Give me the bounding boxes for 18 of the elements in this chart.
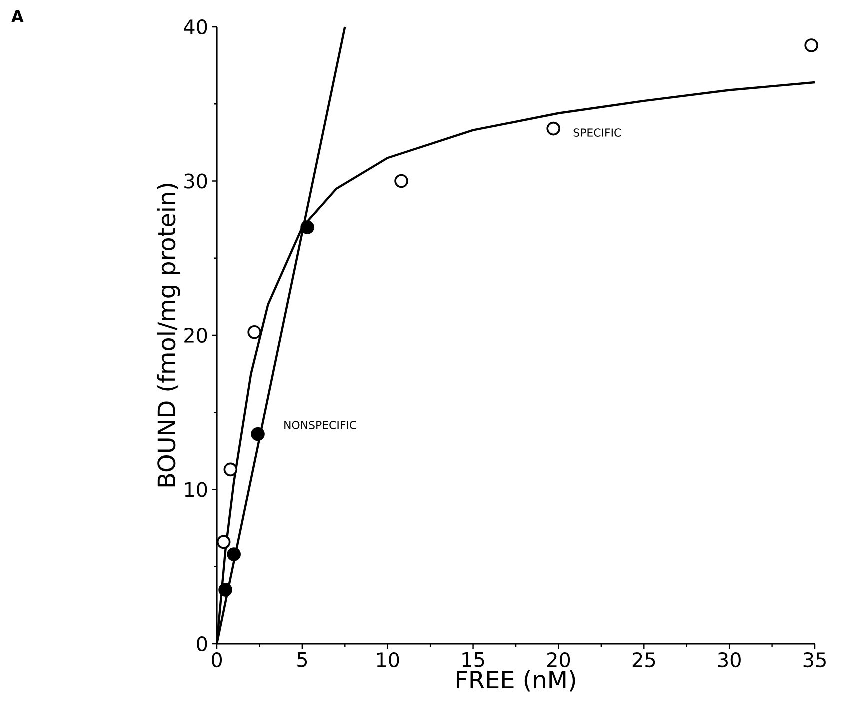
- series-label: SPECIFIC: [574, 128, 622, 137]
- y-tick-label: 30: [184, 174, 208, 189]
- x-tick-label: 5: [298, 652, 308, 668]
- x-tick-label: 25: [632, 652, 656, 668]
- y-axis-title: BOUND (fmol/mg protein): [157, 184, 180, 487]
- x-tick-label: 10: [377, 652, 400, 668]
- x-axis-title: FREE (nM): [457, 670, 576, 692]
- x-tick-label: 35: [804, 652, 826, 668]
- x-tick-label: 0: [212, 652, 222, 668]
- text: A: [12, 10, 24, 22]
- y-tick-label: 40: [184, 19, 208, 35]
- x-tick-label: 30: [718, 652, 741, 668]
- series-label: NONSPECIFIC: [284, 421, 357, 430]
- y-tick-label: 20: [184, 328, 208, 344]
- y-tick-label: 10: [185, 482, 208, 498]
- y-tick-label: 0: [197, 636, 208, 652]
- x-tick-label: 20: [547, 652, 570, 668]
- x-tick-label: 15: [462, 652, 484, 668]
